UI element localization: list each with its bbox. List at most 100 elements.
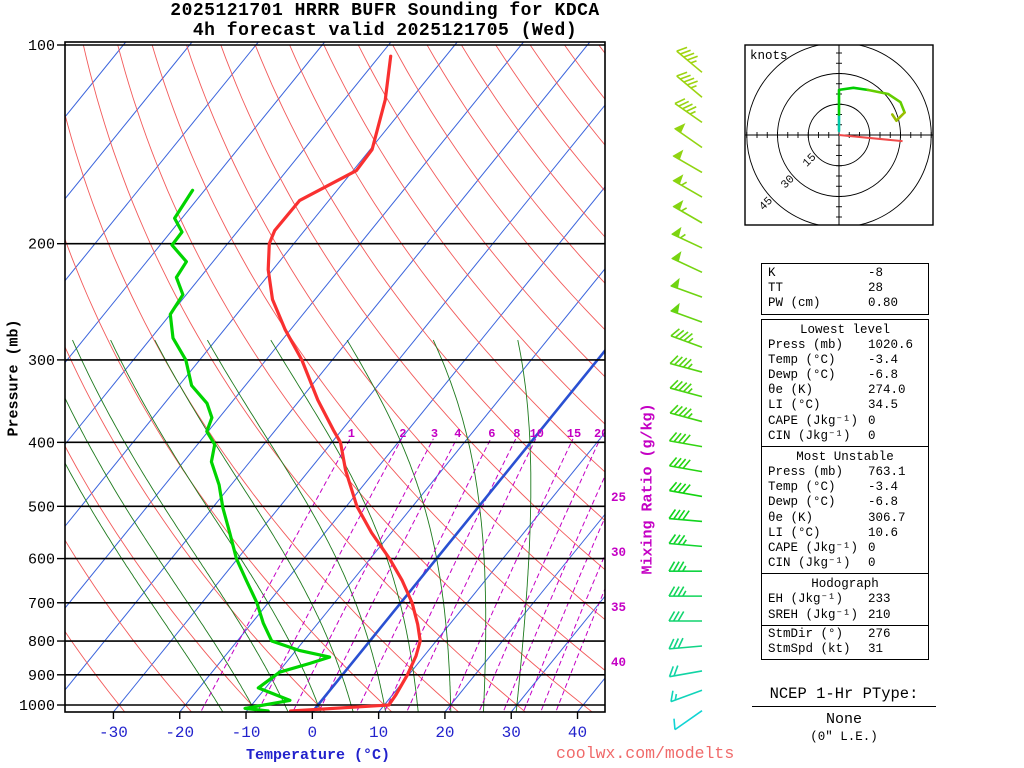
moist-adiabats (65, 339, 532, 712)
stat-label: CAPE (Jkg⁻¹) (768, 541, 859, 556)
stat-label: StmSpd (kt) (768, 642, 851, 657)
wind-barb (668, 611, 702, 622)
stat-label: CIN (Jkg⁻¹) (768, 556, 851, 571)
stat-row: Temp (°C) -3.4 (762, 353, 928, 368)
wind-barb (670, 328, 703, 348)
stat-value: -6.8 (868, 368, 899, 383)
stats-section-summary: K -8 TT 28 PW (cm) 0.80 (761, 263, 929, 315)
pressure-axis-title: Pressure (mb) (5, 319, 23, 437)
stats-section-title: Most Unstable (796, 450, 894, 465)
temperature-tick-label: -30 (99, 724, 128, 742)
stat-label: TT (768, 281, 784, 296)
isotherms (65, 42, 605, 712)
stat-row: LI (°C) 10.6 (762, 526, 928, 541)
stat-value: 276 (868, 626, 891, 641)
stat-row: CIN (Jkg⁻¹) 0 (762, 429, 928, 444)
stat-label: K (768, 266, 776, 280)
website-credit: coolwx.com/modelts (556, 744, 735, 763)
ptype-value: None (825, 711, 862, 728)
stat-row: CIN (Jkg⁻¹) 0 (762, 556, 928, 571)
stat-value: -6.8 (868, 495, 899, 510)
stat-row: K -8 (762, 266, 928, 281)
wind-barb (668, 586, 702, 597)
stat-row: PW (cm) 0.80 (762, 296, 928, 311)
stat-value: -3.4 (868, 352, 899, 367)
page-subtitle: 4h forecast valid 2025121705 (Wed) (192, 21, 578, 41)
wind-barb (676, 46, 703, 73)
stat-label: θe (K) (768, 383, 814, 398)
wind-barb (672, 174, 703, 198)
wind-barb (668, 561, 702, 572)
pressure-tick-label: 1000 (19, 698, 55, 715)
mixing-ratio-label: 10 (530, 427, 544, 441)
temperature-curve (266, 54, 422, 712)
mixing-ratio-axis-title: Mixing Ratio (g/kg) (639, 403, 657, 575)
stat-row: θe (K) 274.0 (762, 383, 928, 398)
stat-row: Dewp (°C) -6.8 (762, 495, 928, 510)
stat-label: Press (mb) (768, 465, 844, 480)
skewt-plot: 1 2 3 4 6 8 10 15 20 (65, 42, 608, 712)
stat-label: θe (K) (768, 510, 814, 525)
pressure-tick-label: 600 (28, 552, 55, 569)
wind-barb (668, 509, 703, 523)
wind-barb (673, 123, 703, 149)
ptype-title: NCEP 1-Hr PType: (752, 685, 936, 707)
stat-value: 763.1 (868, 465, 906, 480)
stat-label: PW (cm) (768, 296, 821, 311)
wind-barb (676, 71, 703, 98)
stat-value: 0 (868, 541, 876, 556)
stat-row: EH (Jkg⁻¹) 233 (762, 592, 928, 607)
pressure-tick-label: 700 (28, 596, 55, 613)
temperature-tick-label: -10 (232, 724, 261, 742)
mixing-ratio-label: 4 (454, 427, 461, 441)
stat-row: CAPE (Jkg⁻¹) 0 (762, 541, 928, 556)
wind-barb (668, 665, 703, 678)
dry-adiabats (65, 44, 605, 712)
temperature-axis-title: Temperature (°C) (245, 747, 391, 764)
stat-label: StmDir (°) (768, 626, 844, 641)
stat-value: 31 (868, 642, 884, 657)
stat-row: Press (mb) 763.1 (762, 465, 928, 480)
stat-row: θe (K) 306.7 (762, 511, 928, 526)
temperature-tick-label: -20 (165, 724, 194, 742)
wind-barb (672, 149, 703, 174)
temperature-tick-label: 0 (308, 724, 318, 742)
mixing-ratio-lines (200, 438, 605, 712)
wind-barb (671, 226, 703, 249)
stat-value: 274.0 (868, 383, 906, 398)
stats-section-title: Lowest level (799, 322, 890, 337)
page-title: 2025121701 HRRR BUFR Sounding for KDCA (170, 1, 600, 21)
zero-isotherm-line (311, 348, 605, 712)
stat-label: LI (°C) (768, 525, 821, 540)
hodograph-trace (866, 88, 906, 114)
stat-row: LI (°C) 34.5 (762, 398, 928, 413)
stat-value: 0 (868, 428, 876, 443)
mixing-ratio-label: 6 (488, 427, 495, 441)
stat-value: 233 (868, 592, 891, 607)
stat-label: EH (Jkg⁻¹) (768, 592, 844, 607)
hodograph-trace (837, 86, 870, 116)
stat-label: LI (°C) (768, 398, 821, 413)
pressure-lines (65, 44, 605, 706)
stat-label: Press (mb) (768, 337, 844, 352)
wind-barb (668, 637, 703, 650)
hodograph-units-label: knots (750, 49, 788, 63)
pressure-tick-label: 300 (28, 353, 55, 370)
wind-barb (668, 431, 703, 448)
stat-label: Temp (°C) (768, 352, 836, 367)
wind-barb (668, 534, 703, 548)
stat-value: 10.6 (868, 525, 899, 540)
temperature-tick-label: 10 (369, 724, 388, 742)
stat-row: SREH (Jkg⁻¹) 210 (762, 608, 928, 623)
wind-barb (668, 481, 703, 498)
stat-label: Dewp (°C) (768, 495, 836, 510)
stat-value: 0 (868, 556, 876, 571)
wind-barb (669, 355, 703, 373)
stats-section-most_unstable: Most Unstable Press (mb) 763.1 Temp (°C) -3.… (761, 446, 929, 575)
wind-barb (672, 200, 703, 224)
mixing-ratio-label: 20 (594, 427, 608, 441)
mixing-ratio-label-right: 30 (611, 546, 626, 560)
wind-barb (674, 98, 703, 124)
